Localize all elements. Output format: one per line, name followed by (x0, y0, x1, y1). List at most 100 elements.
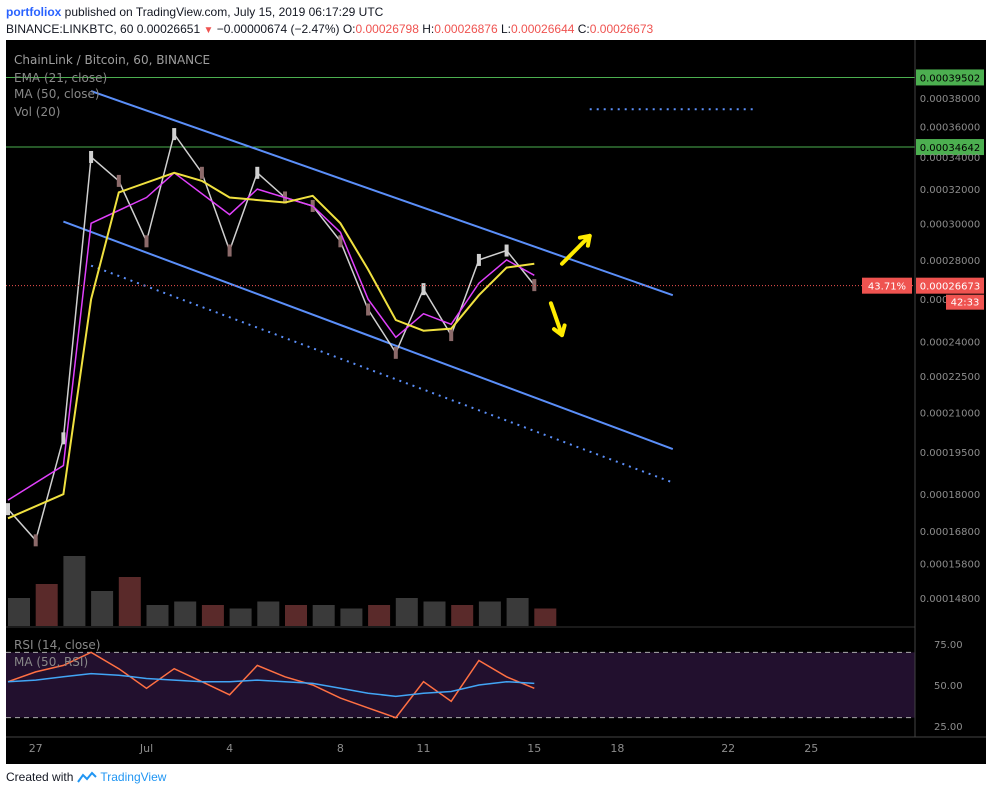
chart-background (6, 40, 986, 764)
volume-bar (368, 605, 391, 626)
price-candle[interactable] (504, 244, 509, 257)
close-value: 0.00026673 (589, 22, 654, 36)
legend-ma: MA (50, close) (14, 87, 100, 101)
price-candle[interactable] (6, 503, 10, 516)
price-series-line[interactable] (7, 132, 535, 542)
volume-bar (506, 598, 529, 626)
price-tick-label: 0.00018000 (920, 490, 980, 501)
ma-line[interactable] (7, 171, 535, 520)
time-tick-label: 22 (721, 742, 735, 755)
level-price-tag (916, 69, 984, 86)
rsi-ma-line[interactable] (7, 672, 535, 698)
price-tick-label: 0.00015800 (920, 559, 980, 570)
volume-bar (340, 608, 363, 626)
volume-bar (534, 608, 557, 626)
price-tick-label: 0.00028000 (920, 256, 980, 267)
time-tick-label: 15 (527, 742, 541, 755)
volume-bar (118, 577, 141, 626)
last-price-tag (916, 277, 984, 294)
legend: ChainLink / Bitcoin, 60, BINANCE EMA (21… (14, 53, 210, 669)
rsi-band (6, 652, 915, 718)
time-axis[interactable]: 27 Jul 4 8 11 15 18 22 25 (6, 736, 986, 755)
percent-label: 43.71% (868, 282, 906, 293)
price-tick-label: 0.00034000 (920, 153, 980, 164)
author-name[interactable]: portfoliox (6, 5, 62, 19)
rsi-tick-label: 75.00 (934, 640, 963, 651)
price-candle[interactable] (172, 128, 177, 141)
countdown-tag (946, 294, 984, 310)
low-label: L: (501, 22, 512, 36)
time-tick-label: 18 (610, 742, 624, 755)
channel-upper-line[interactable] (90, 90, 674, 297)
volume-bar (174, 601, 197, 626)
price-candle[interactable] (144, 235, 149, 248)
price-candle[interactable] (199, 166, 204, 179)
price-candle[interactable] (532, 279, 537, 292)
arrow-up-icon[interactable] (560, 233, 592, 266)
tradingview-cloud-icon (77, 771, 98, 783)
price-tick-label: 0.00016800 (920, 527, 980, 538)
time-tick-label: 11 (417, 742, 431, 755)
volume-bar (63, 556, 86, 626)
price-tick-label: 0.00032000 (920, 185, 980, 196)
time-tick-label: 4 (226, 742, 233, 755)
volume-bar (395, 598, 418, 626)
publish-info: portfoliox published on TradingView.com,… (6, 5, 383, 19)
tradingview-brand: TradingView (100, 770, 167, 784)
percent-tag (862, 277, 912, 294)
price-candle[interactable] (227, 244, 232, 257)
ema-line[interactable] (7, 171, 535, 501)
price-candle[interactable] (338, 235, 343, 248)
price-tick-label: 0.00014800 (920, 594, 980, 605)
price-candle[interactable] (255, 166, 260, 179)
price-candle[interactable] (116, 174, 121, 187)
volume-bar (451, 605, 474, 626)
price-candle[interactable] (476, 253, 481, 266)
legend-ema: EMA (21, close) (14, 71, 107, 85)
price-tick-label: 0.00030000 (920, 219, 980, 230)
time-tick-label: 27 (29, 742, 43, 755)
price-candle[interactable] (61, 432, 66, 445)
volume-bar (201, 605, 224, 626)
rsi-pane[interactable] (6, 651, 915, 719)
last-price-label: 0.00026673 (920, 282, 980, 293)
high-label: H: (422, 22, 435, 36)
volume-bar (478, 601, 501, 626)
volume-bar (35, 584, 58, 626)
arrow-down-icon[interactable] (548, 301, 567, 338)
price-candle[interactable] (33, 534, 38, 547)
volume-bar (423, 601, 446, 626)
price-candle[interactable] (393, 346, 398, 359)
volume-pane (8, 556, 557, 626)
volume-bar (229, 608, 252, 626)
countdown-label: 42:33 (951, 298, 980, 309)
channel-lower-line[interactable] (63, 220, 674, 450)
price-pane[interactable] (6, 76, 915, 628)
level-price-tag (916, 139, 984, 156)
legend-rsi: RSI (14, close) (14, 638, 100, 652)
last-price: 0.00026651 (136, 22, 201, 36)
price-change: −0.00000674 (−2.47%) (216, 22, 340, 36)
low-value: 0.00026644 (511, 22, 575, 36)
rsi-tick-label: 50.00 (934, 681, 963, 692)
arrow-shaft (560, 233, 592, 266)
open-value: 0.00026798 (355, 22, 419, 36)
price-candle[interactable] (449, 329, 454, 342)
time-tick-label: 8 (337, 742, 344, 755)
tradingview-logo[interactable]: TradingView (76, 770, 166, 784)
legend-title: ChainLink / Bitcoin, 60, BINANCE (14, 53, 210, 67)
price-tick-label: 0.00019500 (920, 448, 980, 459)
ohlc-summary: BINANCE:LINKBTC, 60 0.00026651 ▼ −0.0000… (6, 22, 653, 36)
price-chart[interactable]: 0.00039502 0.00034642 0.00038000 0.00036000… (6, 40, 986, 764)
open-label: O: (342, 22, 356, 36)
time-tick-label: Jul (139, 742, 153, 755)
rsi-line[interactable] (7, 651, 535, 719)
price-candle[interactable] (89, 150, 94, 163)
price-candle[interactable] (366, 303, 371, 316)
price-axis[interactable]: 0.00039502 0.00034642 0.00038000 0.00036000… (862, 40, 984, 737)
close-label: C: (577, 22, 590, 36)
price-candle[interactable] (421, 283, 426, 296)
price-tick-label: 0.00022500 (920, 372, 980, 383)
published-text: published on TradingView.com, July 15, 2… (64, 5, 384, 19)
volume-bar (8, 598, 30, 626)
